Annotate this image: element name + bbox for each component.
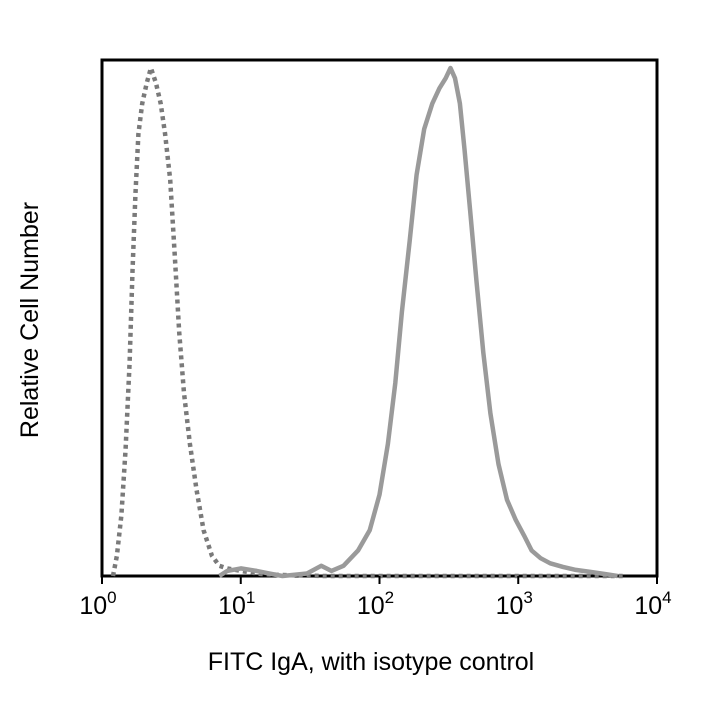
series-line-0 xyxy=(110,65,627,579)
x-axis-label: FITC IgA, with isotype control xyxy=(208,648,535,676)
x-tick-label-1: 101 xyxy=(218,588,255,620)
series-layer xyxy=(110,65,627,579)
x-tick-label-2: 102 xyxy=(357,588,394,620)
x-tick-label-3: 103 xyxy=(496,588,533,620)
y-axis-label: Relative Cell Number xyxy=(16,202,44,438)
x-tick-layer: 100 101 102 103 104 xyxy=(79,576,672,620)
x-tick-label-0: 100 xyxy=(79,588,116,620)
series-line-1 xyxy=(218,65,618,579)
x-tick-label-4: 104 xyxy=(634,588,671,620)
